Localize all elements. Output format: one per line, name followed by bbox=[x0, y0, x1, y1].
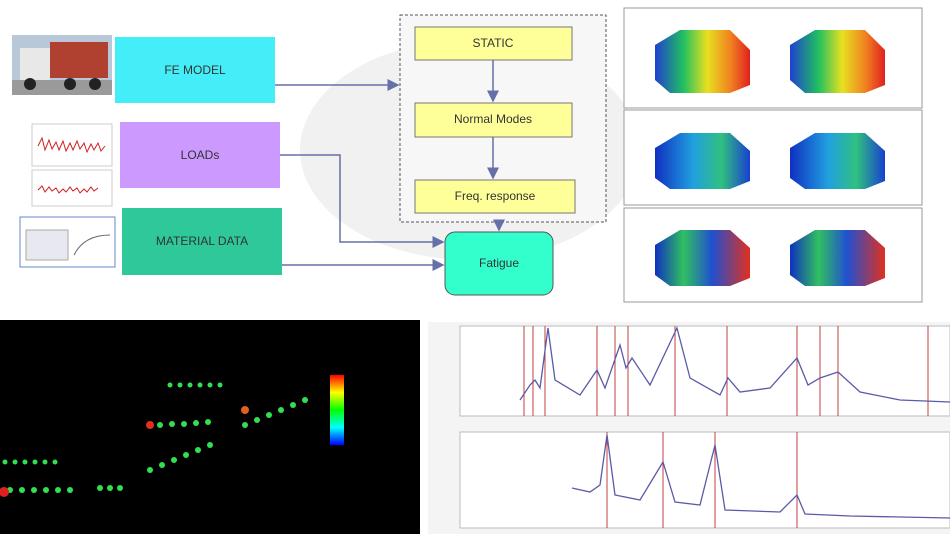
mode-shapes bbox=[624, 8, 922, 302]
material-image bbox=[20, 217, 115, 267]
diagram: FE MODEL LOADs MATERIAL DATA STATIC Norm… bbox=[0, 0, 950, 534]
input-label: MATERIAL DATA bbox=[156, 234, 248, 248]
truck-image bbox=[12, 35, 112, 95]
loads-image bbox=[32, 124, 112, 206]
analysis-label: Freq. response bbox=[455, 189, 536, 203]
fe-result-view bbox=[0, 320, 420, 534]
output-label: Fatigue bbox=[479, 256, 519, 270]
analysis-label: Normal Modes bbox=[454, 112, 532, 126]
page: FE MODEL LOADs MATERIAL DATA STATIC Norm… bbox=[0, 0, 950, 534]
input-label: LOADs bbox=[181, 148, 220, 162]
frf-plots bbox=[428, 322, 950, 534]
analysis-label: STATIC bbox=[473, 36, 514, 50]
input-label: FE MODEL bbox=[164, 63, 226, 77]
